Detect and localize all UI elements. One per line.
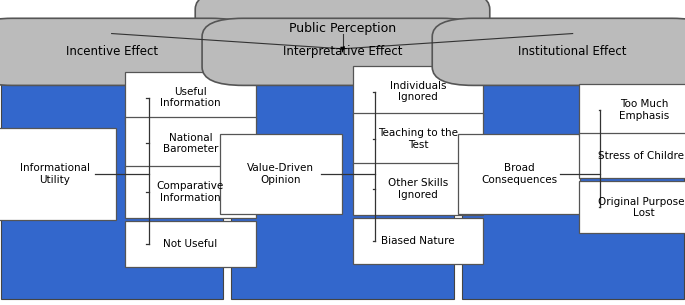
FancyBboxPatch shape	[0, 18, 252, 85]
Text: Too Much
Emphasis: Too Much Emphasis	[619, 99, 669, 120]
Text: Not Useful: Not Useful	[163, 239, 218, 249]
FancyBboxPatch shape	[195, 0, 490, 67]
FancyBboxPatch shape	[462, 73, 684, 299]
Text: Useful
Information: Useful Information	[160, 87, 221, 108]
FancyBboxPatch shape	[202, 18, 483, 85]
FancyBboxPatch shape	[579, 181, 685, 233]
FancyBboxPatch shape	[353, 113, 483, 165]
Text: Incentive Effect: Incentive Effect	[66, 45, 158, 58]
Text: Informational
Utility: Informational Utility	[20, 163, 90, 185]
Text: Institutional Effect: Institutional Effect	[519, 45, 627, 58]
FancyBboxPatch shape	[353, 218, 483, 264]
FancyBboxPatch shape	[458, 134, 580, 213]
Text: Stress of Children: Stress of Children	[597, 151, 685, 160]
Text: Individuals
Ignored: Individuals Ignored	[390, 81, 446, 102]
FancyBboxPatch shape	[0, 128, 116, 220]
Text: Interpretative Effect: Interpretative Effect	[283, 45, 402, 58]
Text: Biased Nature: Biased Nature	[381, 236, 455, 246]
FancyBboxPatch shape	[125, 72, 256, 124]
FancyBboxPatch shape	[353, 66, 483, 117]
Text: Teaching to the
Test: Teaching to the Test	[378, 128, 458, 149]
Text: National
Barometer: National Barometer	[163, 133, 218, 154]
FancyBboxPatch shape	[353, 163, 483, 215]
FancyBboxPatch shape	[231, 73, 454, 299]
FancyBboxPatch shape	[125, 166, 256, 218]
Text: Public Perception: Public Perception	[289, 23, 396, 35]
Text: Value-Driven
Opinion: Value-Driven Opinion	[247, 163, 314, 185]
Text: Original Purposes
Lost: Original Purposes Lost	[598, 197, 685, 218]
FancyBboxPatch shape	[125, 117, 256, 169]
FancyBboxPatch shape	[220, 134, 342, 213]
Text: Broad
Consequences: Broad Consequences	[481, 163, 558, 185]
FancyBboxPatch shape	[579, 84, 685, 136]
FancyBboxPatch shape	[1, 73, 223, 299]
Text: Other Skills
Ignored: Other Skills Ignored	[388, 178, 448, 200]
Text: Comparative
Information: Comparative Information	[157, 181, 224, 203]
FancyBboxPatch shape	[125, 221, 256, 267]
FancyBboxPatch shape	[579, 133, 685, 178]
FancyBboxPatch shape	[432, 18, 685, 85]
